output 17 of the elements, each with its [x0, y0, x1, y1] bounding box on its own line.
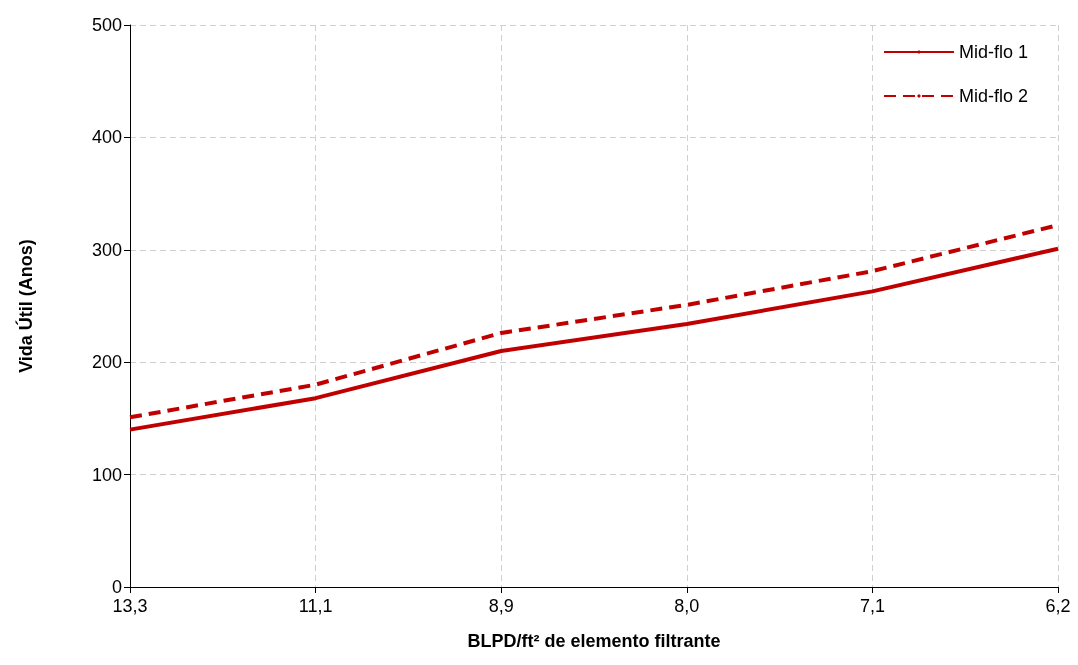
x-tick-label: 6,2 — [1045, 596, 1071, 616]
y-tick-label: 500 — [91, 15, 122, 35]
y-axis-title: Vida Útil (Anos) — [15, 239, 36, 373]
y-tick-label: 200 — [91, 352, 122, 373]
y-tick-label: 0 — [111, 577, 122, 597]
legend-label: Mid-flo 2 — [958, 86, 1029, 106]
x-tick-label: 8,9 — [488, 596, 514, 616]
x-tick-label: 13,3 — [112, 596, 148, 616]
y-tick-label: 300 — [91, 239, 122, 260]
legend-label: Mid-flo 1 — [958, 42, 1029, 62]
y-tick-label: 100 — [91, 464, 122, 485]
x-tick-label: 11,1 — [298, 596, 333, 616]
x-tick-label: 8,0 — [674, 596, 700, 616]
line-series — [128, 246, 1060, 432]
y-tick-label: 400 — [91, 127, 122, 148]
x-tick-label: 7,1 — [859, 596, 885, 616]
x-axis-title: BLPD/ft² de elemento filtrante — [467, 631, 721, 651]
